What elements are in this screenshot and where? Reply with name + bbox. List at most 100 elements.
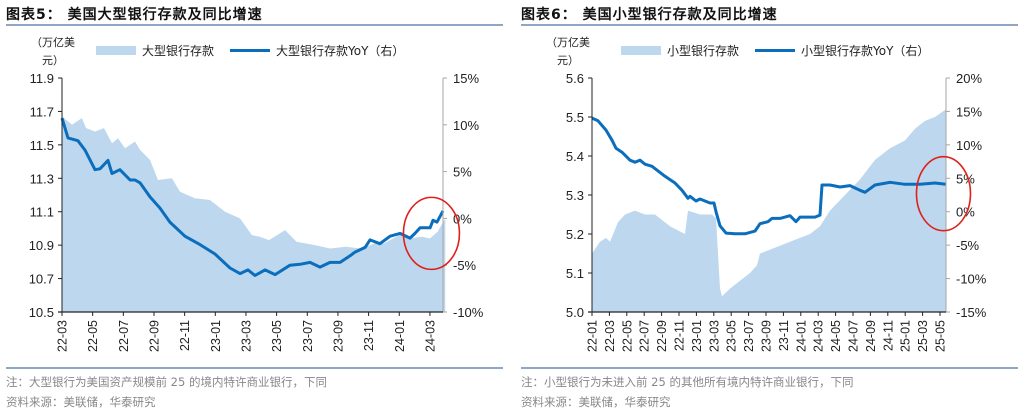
x-axis-tick-label: 22-07 <box>117 320 131 352</box>
left-axis-tick-label: 11.5 <box>30 138 54 153</box>
yoy-line-series <box>60 117 445 277</box>
x-axis-tick-label: 23-01 <box>690 320 704 352</box>
left-axis-unit: （万亿美 元） <box>543 34 593 70</box>
right-axis-tick-label: 0% <box>453 211 472 226</box>
legend-area-swatch <box>621 46 661 55</box>
x-axis-tick-label: 23-09 <box>331 320 345 352</box>
chart-title: 图表6： 美国小型银行存款及同比增速 <box>521 7 778 23</box>
left-axis-tick-label: 5.4 <box>566 149 584 164</box>
legend-area-label: 大型银行存款 <box>142 44 215 58</box>
legend-area-swatch <box>96 46 136 55</box>
x-axis-tick-label: 23-11 <box>362 320 376 351</box>
left-axis-tick-label: 10.5 <box>29 305 54 320</box>
title-divider <box>521 24 1018 26</box>
legend-line-swatch <box>755 49 796 52</box>
right-axis-tick-label: -5% <box>956 238 980 253</box>
x-axis-tick-label: 25-03 <box>916 320 930 352</box>
x-axis-tick-label: 22-11 <box>673 320 687 351</box>
x-axis-tick-label: 23-05 <box>725 320 739 352</box>
x-axis-tick-label: 24-07 <box>847 320 861 352</box>
right-axis-tick-label: 10% <box>453 118 479 133</box>
yoy-line-series <box>591 116 947 236</box>
right-axis-tick-label: 15% <box>956 104 982 119</box>
x-axis-tick-label: 23-07 <box>301 320 315 352</box>
legend: 小型银行存款 小型银行存款YoY（右） <box>621 42 929 59</box>
chart-panel-large-banks: 图表5： 美国大型银行存款及同比增速 （万亿美 元） 大型银行存款 大型银行存款… <box>6 7 503 412</box>
x-axis-tick-label: 22-03 <box>603 320 617 352</box>
right-axis-tick-label: 10% <box>956 138 982 153</box>
x-axis-tick-label: 24-03 <box>423 320 437 352</box>
note-text: 注：大型银行为美国资产规模前 25 的境内特许商业银行，下同 <box>6 375 327 389</box>
note-divider <box>521 367 1018 369</box>
x-axis-tick-label: 22-01 <box>586 320 600 352</box>
legend-line-swatch <box>230 49 271 52</box>
x-axis-tick-label: 23-03 <box>707 320 721 352</box>
legend-line-label: 大型银行存款YoY（右） <box>276 44 405 58</box>
right-axis-tick-label: 5% <box>956 171 975 186</box>
x-axis-tick-label: 25-05 <box>934 320 948 352</box>
left-axis-tick-label: 11.7 <box>30 104 54 119</box>
left-axis-tick-label: 5.1 <box>566 266 584 281</box>
right-axis-tick-label: 20% <box>956 71 982 86</box>
x-axis-tick-label: 23-01 <box>209 320 223 352</box>
deposit-area-series <box>592 109 947 312</box>
right-axis-tick-label: 15% <box>453 71 479 86</box>
notes: 注：小型银行为未进入前 25 的其他所有境内特许商业银行，下同 资料来源：美联储… <box>521 372 853 412</box>
x-axis-tick-label: 24-01 <box>794 320 808 352</box>
x-axis-tick-label: 23-03 <box>239 320 253 352</box>
unit-line-2: 元） <box>557 54 579 67</box>
x-axis-tick-label: 24-01 <box>393 320 407 352</box>
source-text: 资料来源：美联储，华泰研究 <box>521 395 671 409</box>
left-axis-tick-label: 5.2 <box>566 227 584 242</box>
chart-plot-area: 5.0 5.1 5.2 5.3 5.4 5.5 5.6 -15% -10% -5% 0% 5% 10% 1… <box>566 71 987 352</box>
chart-panel-small-banks: 图表6： 美国小型银行存款及同比增速 （万亿美 元） 小型银行存款 小型银行存款… <box>515 0 1030 412</box>
x-axis-tick-label: 22-05 <box>620 320 634 352</box>
x-axis-tick-label: 22-07 <box>638 320 652 352</box>
x-axis-tick-label: 23-05 <box>270 320 284 352</box>
left-axis-tick-label: 10.9 <box>29 238 54 253</box>
notes: 注：大型银行为美国资产规模前 25 的境内特许商业银行，下同 资料来源：美联储，… <box>6 372 327 412</box>
note-divider <box>6 367 503 369</box>
highlight-circle <box>915 155 972 232</box>
left-axis-tick-label: 5.3 <box>566 188 584 203</box>
right-axis-tick-label: 5% <box>453 165 472 180</box>
unit-line-2: 元） <box>42 54 64 67</box>
unit-line-1: （万亿美 <box>546 36 590 49</box>
left-axis-tick-label: 5.0 <box>566 305 584 320</box>
left-axis-tick-label: 5.6 <box>566 71 584 86</box>
right-axis-tick-label: 0% <box>956 205 975 220</box>
right-axis-tick-label: -15% <box>956 305 987 320</box>
x-axis-tick-label: 22-03 <box>56 320 70 352</box>
deposit-area-series <box>62 116 446 313</box>
left-axis-tick-label: 5.5 <box>566 110 584 125</box>
legend-area-label: 小型银行存款 <box>667 44 740 58</box>
source-text: 资料来源：美联储，华泰研究 <box>6 395 156 409</box>
unit-line-1: （万亿美 <box>31 36 75 49</box>
legend-line-label: 小型银行存款YoY（右） <box>801 44 930 58</box>
x-axis-tick-label: 25-01 <box>899 320 913 352</box>
left-axis-tick-label: 11.9 <box>30 71 54 86</box>
x-axis-tick-label: 22-11 <box>178 320 192 351</box>
x-axis-tick-label: 24-03 <box>812 320 826 352</box>
left-axis-tick-label: 11.3 <box>30 171 54 186</box>
x-axis-tick-label: 22-05 <box>86 320 100 352</box>
chart-plot-area: 10.5 10.7 10.9 11.1 11.3 11.5 11.7 11.9 -10% -5% 0… <box>29 71 484 352</box>
x-axis-tick-label: 24-05 <box>829 320 843 352</box>
x-axis-tick-label: 22-09 <box>147 320 161 352</box>
left-axis-unit: （万亿美 元） <box>28 34 78 70</box>
right-axis-tick-label: -10% <box>453 305 484 320</box>
x-axis-tick-label: 23-11 <box>777 320 791 351</box>
left-axis-tick-label: 10.7 <box>29 272 54 287</box>
title-divider <box>6 24 503 26</box>
chart-title: 图表5： 美国大型银行存款及同比增速 <box>6 7 263 23</box>
legend: 大型银行存款 大型银行存款YoY（右） <box>96 42 404 59</box>
x-axis-tick-label: 23-07 <box>742 320 756 352</box>
x-axis-tick-label: 23-09 <box>760 320 774 352</box>
right-axis-tick-label: -5% <box>453 258 477 273</box>
note-text: 注：小型银行为未进入前 25 的其他所有境内特许商业银行，下同 <box>521 375 854 389</box>
left-axis-tick-label: 11.1 <box>30 205 54 220</box>
x-axis-tick-label: 24-11 <box>881 320 895 351</box>
right-axis-tick-label: -10% <box>956 272 987 287</box>
x-axis-tick-label: 24-09 <box>864 320 878 352</box>
x-axis-tick-label: 22-09 <box>655 320 669 352</box>
